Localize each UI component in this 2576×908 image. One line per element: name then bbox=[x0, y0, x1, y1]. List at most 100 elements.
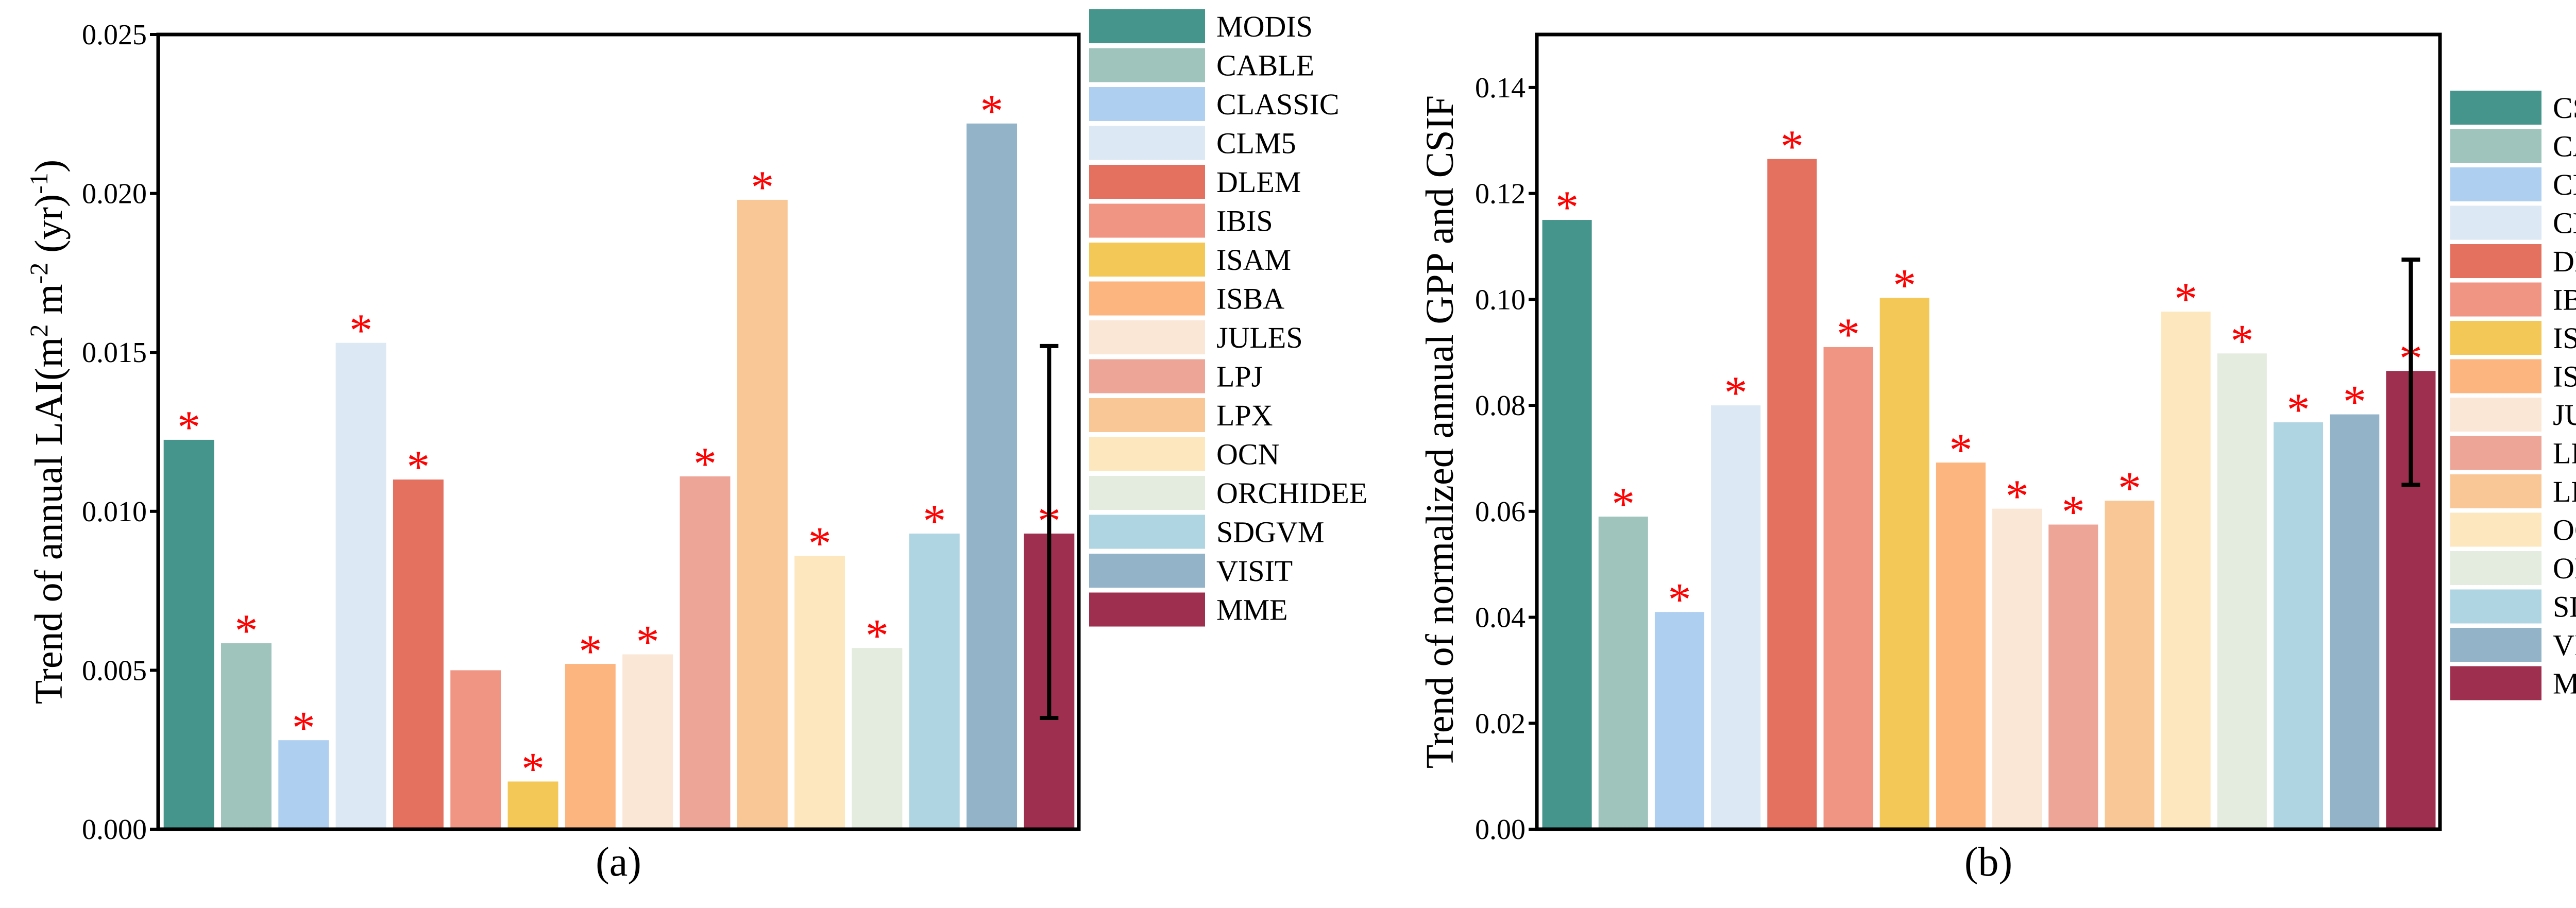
bar-csif bbox=[1542, 220, 1592, 829]
legend: MODIS CABLE CLASSIC CLM5 DLEM IBIS ISAM ISBA JUL… bbox=[1089, 9, 1367, 627]
legend-label-cable: CABLE bbox=[2553, 130, 2576, 163]
panel-label: (b) bbox=[1964, 840, 2012, 885]
bar-jules bbox=[622, 654, 673, 829]
legend-swatch-jules bbox=[1089, 320, 1205, 354]
legend-label-sdgvm: SDGVM bbox=[2553, 590, 2576, 624]
y-tick-label: 0.015 bbox=[82, 337, 147, 369]
significance-marker-cable: * bbox=[234, 606, 258, 657]
bar-classic bbox=[1654, 612, 1705, 829]
legend-label-isam: ISAM bbox=[2553, 321, 2576, 355]
significance-marker-csif: * bbox=[1555, 182, 1579, 233]
bar-lpj bbox=[2048, 524, 2098, 829]
legend-label-csif: CSIF bbox=[2553, 91, 2576, 125]
significance-marker-clm5: * bbox=[349, 305, 372, 356]
y-axis-title-part: (yr) bbox=[27, 194, 71, 263]
legend-label-jules: JULES bbox=[1216, 321, 1303, 354]
legend-swatch-lpx bbox=[1089, 398, 1205, 432]
plot-frame bbox=[1535, 32, 2442, 831]
legend-label-orchidee: ORCHIDEE bbox=[1216, 476, 1367, 510]
legend-label-mme: MME bbox=[1216, 593, 1288, 627]
bar-isam bbox=[1879, 298, 1929, 829]
bar-visit bbox=[967, 123, 1018, 829]
panel-label: (a) bbox=[596, 840, 641, 885]
legend-label-ocn: OCN bbox=[2553, 513, 2576, 547]
y-tick-label: 0.00 bbox=[1475, 814, 1526, 846]
legend-swatch-clm5 bbox=[2450, 205, 2541, 240]
significance-marker-jules: * bbox=[2006, 471, 2029, 522]
legend-swatch-sdgvm bbox=[2450, 589, 2541, 624]
legend-label-isba: ISBA bbox=[2553, 360, 2576, 393]
y-axis-title: Trend of annual LAI(m2 m-2 (yr)-1) bbox=[24, 160, 71, 704]
significance-marker-isba: * bbox=[1949, 425, 1972, 476]
bar-modis bbox=[163, 439, 214, 829]
y-tick-label: 0.005 bbox=[82, 655, 147, 687]
legend-label-ibis: IBIS bbox=[1216, 204, 1273, 238]
legend-swatch-classic bbox=[1089, 87, 1205, 121]
y-axis-title-superscript: -1 bbox=[24, 173, 53, 194]
y-tick-label: 0.02 bbox=[1475, 708, 1526, 740]
legend-label-classic: CLASSIC bbox=[1216, 88, 1340, 121]
legend-swatch-lpx bbox=[2450, 474, 2541, 508]
bar-ocn bbox=[2161, 311, 2211, 829]
bar-clm5 bbox=[1711, 405, 1761, 829]
significance-marker-lpx: * bbox=[751, 162, 774, 213]
legend-swatch-isam bbox=[1089, 243, 1205, 277]
legend-swatch-orchidee bbox=[2450, 551, 2541, 585]
y-axis-title-part: Trend of annual LAI(m bbox=[27, 337, 71, 704]
significance-marker-sdgvm: * bbox=[2287, 385, 2310, 436]
legend-label-dlem: DLEM bbox=[2553, 245, 2576, 278]
y-tick-label: 0.06 bbox=[1475, 496, 1526, 528]
legend-swatch-dlem bbox=[2450, 244, 2541, 278]
legend-swatch-ocn bbox=[1089, 437, 1205, 471]
significance-marker-orchidee: * bbox=[2230, 316, 2253, 367]
legend-label-lpx: LPX bbox=[2553, 475, 2576, 508]
y-axis-title-part: ) bbox=[27, 160, 71, 173]
y-tick-label: 0.025 bbox=[82, 19, 147, 51]
bar-ocn bbox=[794, 556, 845, 829]
bar-orchidee bbox=[852, 648, 903, 829]
legend-swatch-mme bbox=[1089, 592, 1205, 627]
y-tick-label: 0.020 bbox=[82, 178, 147, 210]
significance-marker-visit: * bbox=[2343, 376, 2366, 427]
y-axis-title-superscript: -2 bbox=[24, 263, 53, 284]
legend-label-isam: ISAM bbox=[1216, 243, 1291, 277]
bar-orchidee bbox=[2217, 353, 2267, 829]
legend-swatch-classic bbox=[2450, 167, 2541, 201]
legend-swatch-ocn bbox=[2450, 512, 2541, 547]
legend-swatch-orchidee bbox=[1089, 476, 1205, 510]
legend-swatch-dlem bbox=[1089, 165, 1205, 199]
bar-lpj bbox=[680, 476, 731, 829]
bar-sdgvm bbox=[909, 534, 960, 829]
y-tick-label: 0.10 bbox=[1475, 284, 1526, 316]
bar-dlem bbox=[393, 479, 444, 829]
significance-marker-classic: * bbox=[292, 703, 315, 753]
significance-marker-isba: * bbox=[579, 626, 602, 677]
chart-a: ***************0.0000.0050.0100.0150.020… bbox=[24, 9, 1367, 885]
legend-swatch-isba bbox=[2450, 359, 2541, 393]
legend-swatch-ibis bbox=[2450, 282, 2541, 317]
legend-label-clm5: CLM5 bbox=[1216, 127, 1296, 160]
legend-swatch-visit bbox=[2450, 628, 2541, 662]
legend-swatch-visit bbox=[1089, 554, 1205, 588]
y-tick-label: 0.12 bbox=[1475, 178, 1526, 210]
legend-swatch-lpj bbox=[1089, 359, 1205, 393]
bar-ibis bbox=[450, 670, 501, 829]
legend-label-visit: VISIT bbox=[2553, 628, 2576, 662]
bar-sdgvm bbox=[2273, 422, 2324, 829]
bar-ibis bbox=[1823, 347, 1873, 829]
legend-label-visit: VISIT bbox=[1216, 554, 1293, 588]
legend-label-lpj: LPJ bbox=[1216, 360, 1263, 393]
bar-lpx bbox=[737, 199, 788, 830]
significance-marker-jules: * bbox=[636, 616, 659, 667]
bar-isam bbox=[507, 781, 558, 829]
y-tick-label: 0.010 bbox=[82, 496, 147, 528]
legend-label-mme: MME bbox=[2553, 667, 2576, 700]
legend-label-lpj: LPJ bbox=[2553, 437, 2576, 470]
significance-marker-lpj: * bbox=[693, 439, 717, 490]
significance-marker-clm5: * bbox=[1724, 368, 1748, 419]
y-axis-title-part: m bbox=[27, 284, 71, 324]
legend-swatch-jules bbox=[2450, 398, 2541, 432]
y-tick-label: 0.000 bbox=[82, 814, 147, 846]
legend-swatch-sdgvm bbox=[1089, 515, 1205, 549]
